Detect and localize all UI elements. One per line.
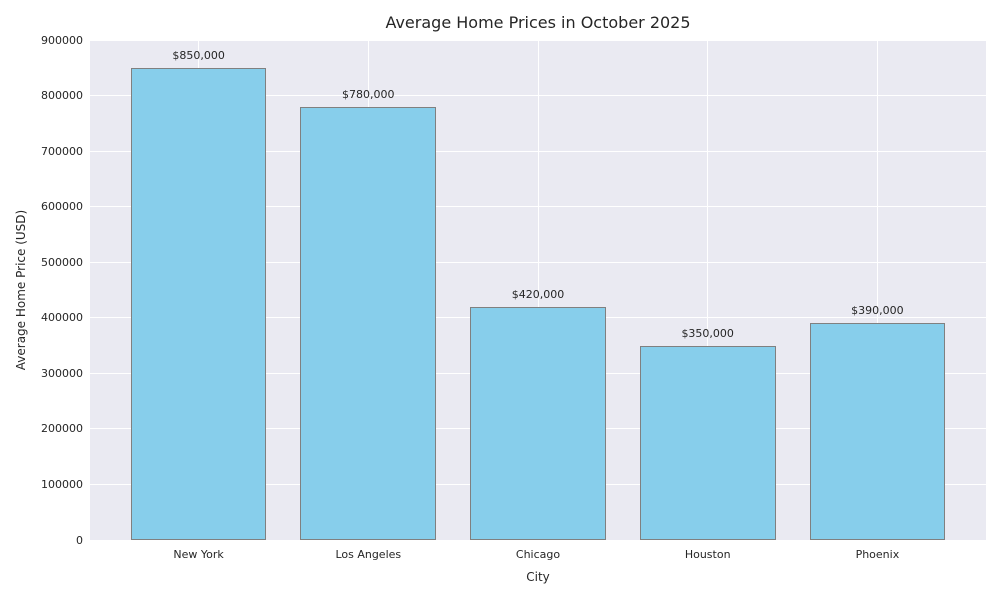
bar-houston — [639, 345, 776, 540]
bar-value-label: $350,000 — [681, 326, 734, 340]
x-tick-label: Chicago — [515, 548, 561, 561]
y-tick-label: 200000 — [41, 422, 83, 436]
y-tick-label: 800000 — [41, 89, 83, 103]
gridline-v — [537, 40, 539, 540]
x-tick-label: Houston — [684, 548, 731, 561]
x-tick-label: New York — [173, 548, 224, 561]
x-tick-label: Los Angeles — [335, 548, 402, 561]
bar-los-angeles — [300, 106, 437, 540]
bar-value-label: $420,000 — [511, 287, 565, 301]
y-tick-label: 600000 — [41, 200, 83, 214]
y-axis-label: Average Home Price (USD) — [14, 209, 28, 371]
plot-area: $850,000 $780,000 $420,000 $350,000 $390,000 — [90, 39, 986, 541]
y-tick-label: 700000 — [41, 144, 83, 158]
y-tick-label: 500000 — [41, 255, 83, 269]
gridline-v — [707, 40, 709, 540]
chart-title: Average Home Prices in October 2025 — [385, 13, 691, 32]
y-tick-label: 400000 — [41, 311, 83, 325]
y-tick-label: 300000 — [41, 366, 83, 380]
x-axis-label: City — [526, 570, 550, 584]
x-tick-label: Phoenix — [855, 548, 900, 561]
bar-new-york — [130, 67, 267, 540]
bar-value-label: $390,000 — [851, 304, 904, 318]
y-tick-label: 900000 — [41, 33, 83, 47]
bar-phoenix — [809, 323, 946, 540]
bar-value-label: $850,000 — [172, 48, 225, 62]
bar-chicago — [470, 306, 606, 540]
gridline-h — [90, 539, 986, 541]
gridline-v — [876, 40, 878, 540]
bar-value-label: $780,000 — [342, 87, 395, 101]
y-tick-label: 0 — [76, 533, 83, 547]
y-tick-label: 100000 — [41, 477, 83, 491]
